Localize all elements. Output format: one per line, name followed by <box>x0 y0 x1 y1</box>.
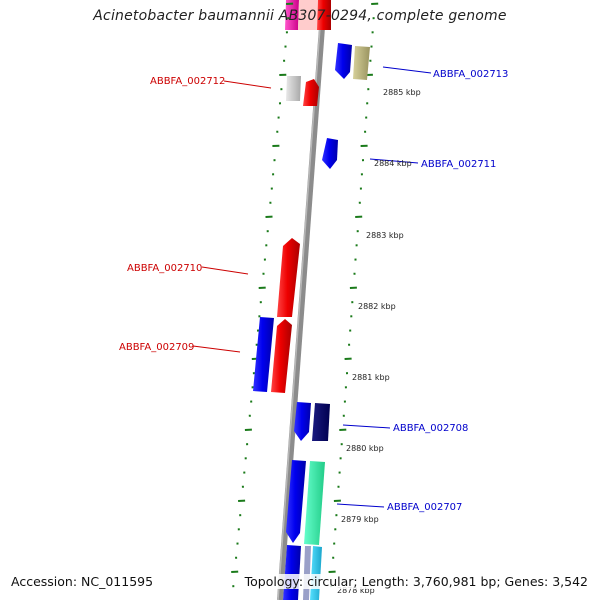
accession-label: Accession: NC_011595 <box>9 574 156 589</box>
gene-top-magenta[interactable] <box>285 0 299 30</box>
gene-arrow-grey[interactable] <box>286 76 301 101</box>
scale-tick-label: 2885 kbp <box>383 88 421 97</box>
gene-arrow-blue-002711[interactable] <box>322 138 338 169</box>
gene-label-right[interactable]: ABBFA_002713 <box>433 69 508 80</box>
gene-arrow-khaki[interactable] <box>353 46 370 80</box>
gene-arrow-red-002709b[interactable] <box>271 319 292 393</box>
gene-arrow-cyan-bottom[interactable] <box>310 546 322 600</box>
gene-label-left[interactable]: ABBFA_002710 <box>127 263 202 274</box>
gene-arrow-blue-002707[interactable] <box>286 460 306 543</box>
gene-arrow-mint-002707b[interactable] <box>304 461 325 545</box>
leader-line-002709 <box>192 345 241 353</box>
scale-tick-label: 2879 kbp <box>341 515 379 524</box>
leader-line-002713 <box>382 66 432 74</box>
right-strand-track <box>328 2 379 588</box>
leader-line-002710 <box>201 266 249 275</box>
gene-top-pink[interactable] <box>298 0 318 30</box>
gene-label-left[interactable]: ABBFA_002709 <box>119 342 194 353</box>
leader-line-002708 <box>342 424 391 429</box>
leader-line-002711 <box>369 158 419 164</box>
scale-tick-label: 2878 kbp <box>337 586 375 595</box>
gene-arrow-blue-002709[interactable] <box>253 317 274 392</box>
scale-tick-label: 2884 kbp <box>374 159 412 168</box>
scale-tick-label: 2882 kbp <box>358 302 396 311</box>
gene-arrow-red-002710[interactable] <box>277 238 300 317</box>
gene-arrow-navy-002708b[interactable] <box>312 403 330 441</box>
scale-tick-label: 2881 kbp <box>352 373 390 382</box>
scale-tick-label: 2883 kbp <box>366 231 404 240</box>
genome-title: Acinetobacter baumannii AB307-0294, comp… <box>93 8 507 24</box>
genome-summary: Topology: circular; Length: 3,760,981 bp… <box>242 574 590 589</box>
gene-label-right[interactable]: ABBFA_002711 <box>421 159 496 170</box>
left-strand-track <box>231 2 294 588</box>
scale-tick-label: 2880 kbp <box>346 444 384 453</box>
gene-arrow-grey-bottom[interactable] <box>303 546 311 600</box>
gene-top-red[interactable] <box>317 0 331 30</box>
gene-label-left[interactable]: ABBFA_002712 <box>150 76 225 87</box>
gene-arrow-blue-002708[interactable] <box>294 402 311 441</box>
leader-line-002712 <box>223 80 272 89</box>
gene-arrow-red-002712[interactable] <box>303 79 319 106</box>
gene-arrow-blue-002713[interactable] <box>335 43 352 79</box>
leader-line-002707 <box>336 503 385 508</box>
gene-label-right[interactable]: ABBFA_002707 <box>387 502 462 513</box>
gene-label-right[interactable]: ABBFA_002708 <box>393 423 468 434</box>
